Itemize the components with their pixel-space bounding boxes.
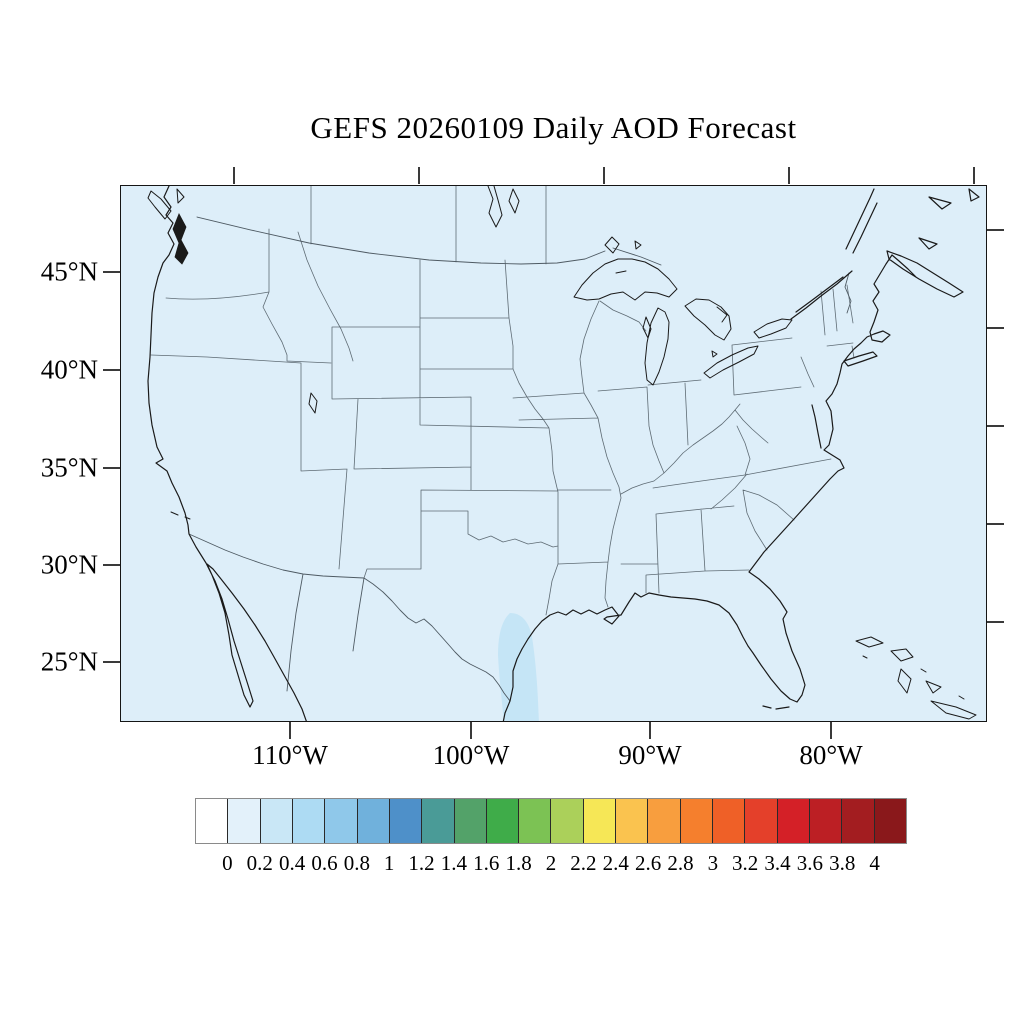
colorbar-cell <box>228 799 261 843</box>
national-borders <box>188 216 852 702</box>
aod-patch-texas <box>498 613 539 721</box>
colorbar-cell <box>292 799 326 843</box>
colorbar-tick-label: 3.6 <box>796 851 824 875</box>
right-minor-tick <box>987 621 1004 623</box>
longitude-tick <box>289 722 291 739</box>
colorbar-cell <box>648 799 681 843</box>
colorbar-cell <box>260 799 293 843</box>
colorbar-cell <box>874 799 906 843</box>
colorbar-cell <box>454 799 487 843</box>
latitude-tick <box>103 467 120 469</box>
longitude-tick <box>470 722 472 739</box>
top-minor-tick <box>788 167 790 184</box>
colorbar-cell <box>357 799 390 843</box>
lon-label: 90°W <box>618 740 682 770</box>
colorbar-tick-label: 2.4 <box>602 851 629 875</box>
colorbar-tick-label: 1.2 <box>408 851 435 875</box>
latitude-tick <box>103 564 120 566</box>
colorbar-tick-label: 0 <box>222 851 233 875</box>
colorbar-cell <box>809 799 843 843</box>
colorbar-cell <box>777 799 810 843</box>
lat-label: 30°N <box>40 549 98 580</box>
lat-label: 35°N <box>40 452 98 483</box>
top-minor-tick <box>973 167 975 184</box>
lon-label: 100°W <box>432 740 510 770</box>
top-minor-tick <box>603 167 605 184</box>
lon-label: 110°W <box>252 740 328 770</box>
colorbar-cell <box>486 799 520 843</box>
colorbar-tick-label: 0.2 <box>246 851 273 875</box>
colorbar-tick-label: 2.6 <box>634 851 662 875</box>
colorbar-cell <box>842 799 875 843</box>
colorbar-tick-label: 0.6 <box>311 851 338 875</box>
lat-label: 25°N <box>40 646 98 677</box>
longitude-tick <box>649 722 651 739</box>
colorbar-cell <box>745 799 778 843</box>
top-minor-tick <box>233 167 235 184</box>
colorbar-tick-label: 1.6 <box>473 851 500 875</box>
lat-label: 40°N <box>40 354 98 385</box>
colorbar-tick-label: 2.2 <box>570 851 597 875</box>
great-lakes <box>308 186 793 414</box>
colorbar-tick-label: 1.8 <box>505 851 532 875</box>
us-map <box>147 186 980 721</box>
colorbar-cell <box>389 799 423 843</box>
colorbar-cell <box>325 799 358 843</box>
colorbar-tick-label: 3 <box>707 851 719 875</box>
colorbar-tick-label: 2.8 <box>667 851 694 875</box>
colorbar-cell <box>616 799 649 843</box>
lat-label: 45°N <box>40 256 98 287</box>
top-minor-tick <box>418 167 420 184</box>
colorbar-cell <box>551 799 584 843</box>
puget-sound-icon <box>172 213 189 265</box>
right-minor-tick <box>987 229 1004 231</box>
colorbar-cell <box>196 799 229 843</box>
colorbar-tick-label: 2 <box>545 851 557 875</box>
colorbar-tick-label: 0.8 <box>343 851 370 875</box>
longitude-tick <box>830 722 832 739</box>
right-minor-tick <box>987 523 1004 525</box>
latitude-tick <box>103 271 120 273</box>
islands <box>147 188 977 720</box>
colorbar-cell <box>519 799 552 843</box>
colorbar-tick-label: 3.2 <box>732 851 759 875</box>
coastline <box>147 186 980 721</box>
colorbar-tick-label: 0.4 <box>278 851 306 875</box>
lon-label: 80°W <box>799 740 863 770</box>
latitude-tick <box>103 369 120 371</box>
colorbar-cell <box>713 799 746 843</box>
colorbar-tick-label: 3.8 <box>829 851 856 875</box>
state-borders <box>150 186 855 616</box>
map-frame <box>120 185 987 722</box>
latitude-tick <box>103 661 120 663</box>
aod-colorbar <box>195 798 907 844</box>
colorbar-tick-label: 1 <box>383 851 395 875</box>
colorbar-cell <box>583 799 617 843</box>
colorbar-tick-label: 1.4 <box>440 851 468 875</box>
colorbar-cell <box>680 799 713 843</box>
colorbar-tick-label: 4 <box>869 851 880 875</box>
page-title: GEFS 20260109 Daily AOD Forecast <box>310 110 797 145</box>
right-minor-tick <box>987 425 1004 427</box>
colorbar-cell <box>422 799 455 843</box>
right-minor-tick <box>987 327 1004 329</box>
colorbar-tick-label: 3.4 <box>764 851 791 875</box>
